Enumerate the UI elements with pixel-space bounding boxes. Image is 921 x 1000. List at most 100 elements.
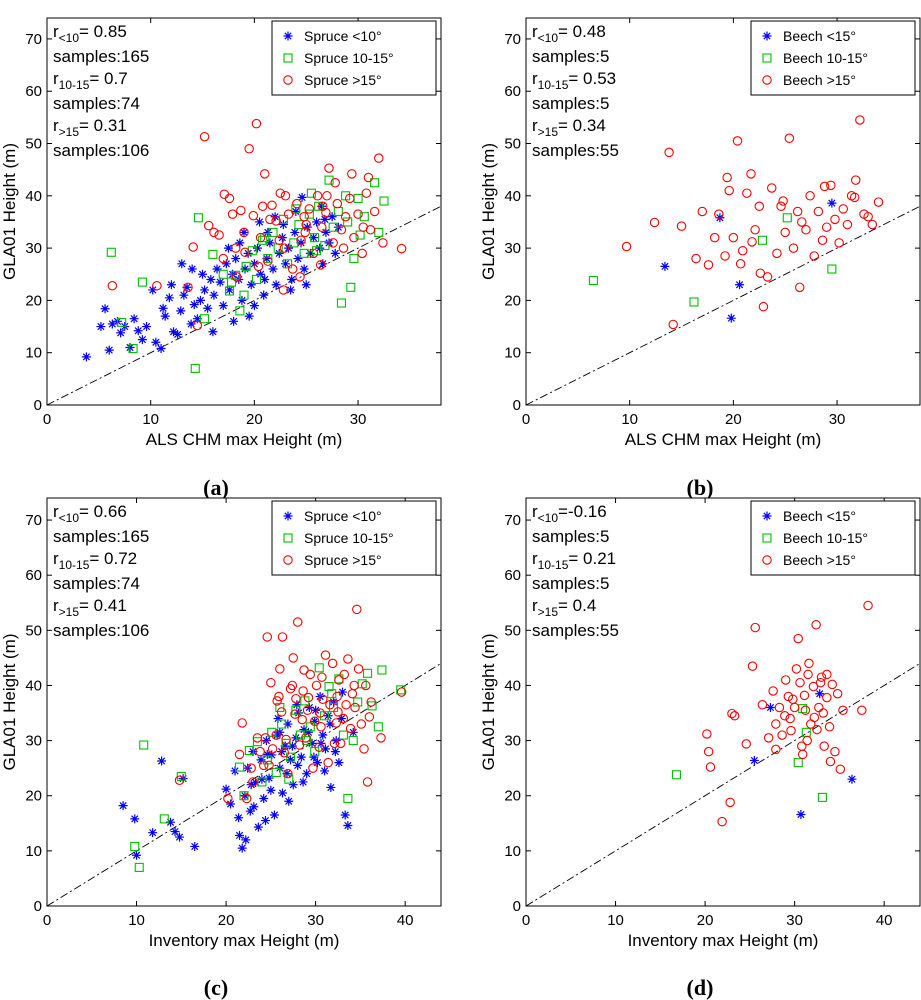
- legend-entry: Spruce >15°: [304, 552, 382, 568]
- data-point: [279, 747, 290, 758]
- data-point: [265, 785, 276, 796]
- data-point: [294, 220, 304, 230]
- data-point: [588, 275, 598, 286]
- data-point: [322, 191, 332, 201]
- data-point: [272, 696, 282, 706]
- samples-label: samples:5: [532, 574, 609, 593]
- data-point: [347, 169, 357, 179]
- data-point: [99, 303, 111, 314]
- data-point: [621, 241, 632, 252]
- data-point: [296, 752, 307, 763]
- data-point: [236, 205, 246, 216]
- y-tick-label: 40: [504, 677, 521, 694]
- series-2: [107, 118, 407, 331]
- data-point: [811, 620, 821, 630]
- legend-entry: Beech >15°: [783, 552, 856, 568]
- data-point: [128, 313, 140, 324]
- data-point: [747, 237, 757, 247]
- data-point: [231, 272, 242, 282]
- data-point: [259, 169, 270, 179]
- data-point: [324, 175, 334, 185]
- samples-label: samples:5: [532, 47, 609, 66]
- data-point: [863, 600, 873, 611]
- data-point: [332, 198, 343, 209]
- data-point: [850, 175, 861, 185]
- y-tick-label: 30: [25, 733, 42, 750]
- data-point: [345, 193, 355, 204]
- data-point: [188, 242, 198, 252]
- data-point: [304, 209, 314, 219]
- data-point: [319, 765, 330, 777]
- data-point: [248, 801, 259, 812]
- data-point: [298, 776, 309, 788]
- series-1: [588, 213, 837, 307]
- correlation-label: r<10=-0.16: [532, 502, 607, 525]
- legend: Beech <15° Beech 10-15° Beech >15°: [750, 500, 916, 576]
- data-point: [81, 351, 92, 362]
- data-point: [333, 757, 345, 768]
- data-point: [737, 245, 748, 256]
- data-point: [802, 735, 812, 746]
- data-point: [246, 279, 257, 290]
- data-point: [838, 705, 848, 716]
- data-point: [396, 687, 407, 697]
- data-point: [830, 746, 840, 757]
- data-point: [300, 696, 310, 706]
- data-point: [724, 185, 734, 196]
- data-point: [118, 800, 129, 811]
- data-point: [362, 777, 373, 787]
- data-point: [165, 817, 176, 828]
- data-point: [335, 738, 346, 749]
- data-point: [735, 259, 746, 269]
- data-point: [137, 334, 148, 345]
- data-point: [203, 220, 214, 231]
- data-point: [750, 225, 760, 235]
- data-point: [333, 707, 343, 717]
- y-tick-label: 60: [25, 83, 42, 100]
- data-point: [849, 192, 860, 203]
- one-to-one-line: [525, 205, 921, 406]
- data-point: [224, 193, 235, 204]
- data-point: [227, 277, 237, 287]
- data-point: [334, 675, 344, 685]
- data-point: [106, 247, 116, 257]
- data-point: [746, 169, 756, 179]
- data-point: [717, 816, 727, 827]
- data-point: [664, 147, 674, 158]
- x-tick-label: 10: [142, 411, 159, 428]
- legend-marker: [762, 555, 772, 565]
- data-point: [353, 209, 363, 219]
- data-point: [215, 277, 226, 288]
- data-point: [348, 736, 358, 746]
- data-point: [330, 177, 340, 188]
- y-tick-label: 70: [25, 31, 42, 48]
- x-tick-label: 0: [522, 411, 530, 428]
- data-point: [260, 233, 270, 243]
- data-point: [729, 711, 740, 721]
- legend-marker: [761, 30, 773, 42]
- data-point: [324, 682, 334, 692]
- data-point: [104, 344, 115, 356]
- data-point: [141, 321, 152, 332]
- data-point: [227, 209, 238, 219]
- data-point: [230, 243, 241, 253]
- data-point: [178, 290, 189, 301]
- data-point: [248, 777, 258, 787]
- data-point: [827, 679, 837, 690]
- data-point: [284, 774, 294, 784]
- data-point: [291, 693, 301, 704]
- samples-label: samples:165: [53, 527, 149, 546]
- samples-label: samples:55: [532, 141, 619, 160]
- x-tick-label: 40: [876, 912, 893, 929]
- x-axis-label: ALS CHM max Height (m): [625, 430, 821, 449]
- data-point: [758, 301, 769, 312]
- data-point: [857, 705, 867, 716]
- data-point: [376, 733, 386, 743]
- data-point: [258, 793, 269, 804]
- data-point: [826, 198, 837, 209]
- data-point: [364, 712, 375, 722]
- data-point: [317, 222, 327, 232]
- data-point: [289, 227, 300, 238]
- y-tick-label: 50: [504, 622, 521, 639]
- one-to-one-line: [46, 205, 442, 406]
